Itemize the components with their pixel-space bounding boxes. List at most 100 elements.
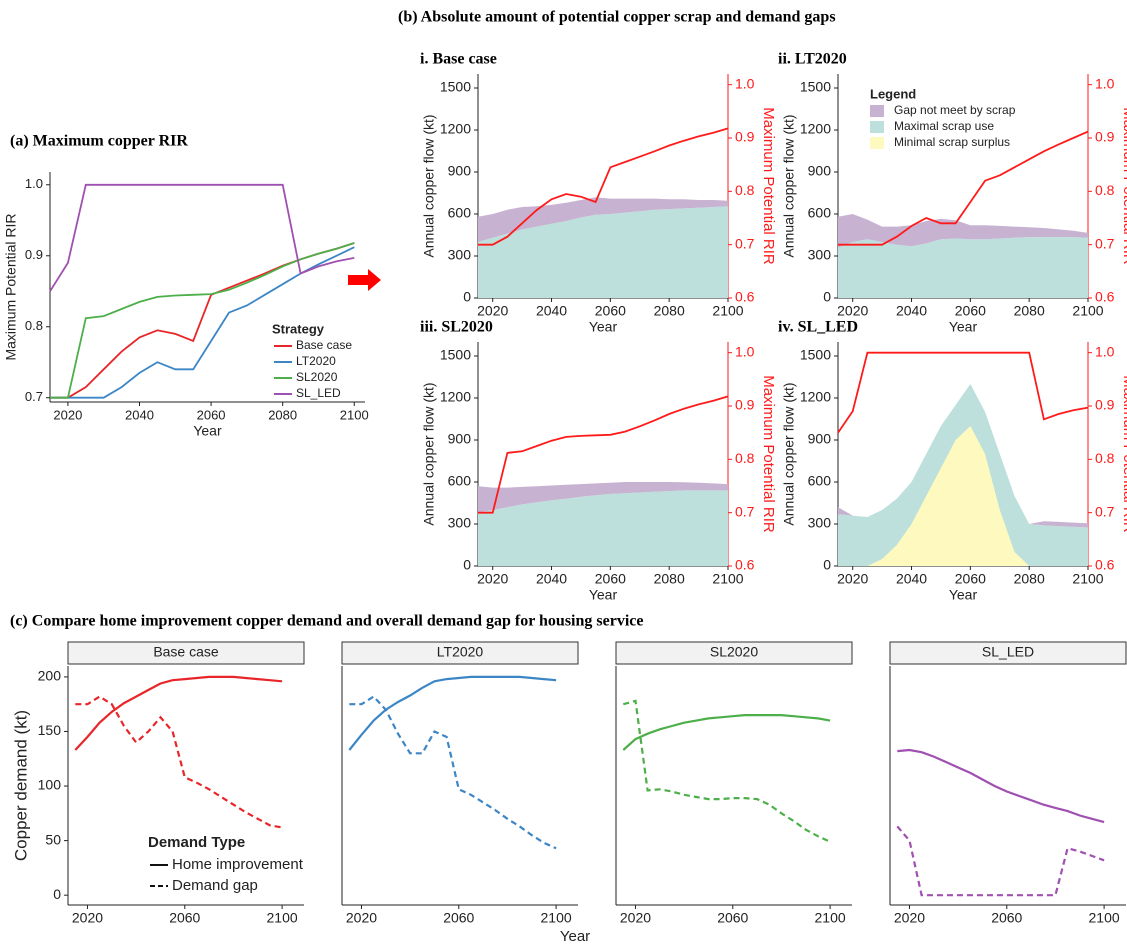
- x-axis-label: Year: [589, 587, 618, 603]
- x-tick-label: 2020: [346, 910, 377, 926]
- x-axis-label: Year: [560, 928, 590, 945]
- legend-swatch: [870, 105, 884, 117]
- legend-label: SL2020: [296, 370, 338, 384]
- line: [75, 695, 283, 829]
- x-axis-label: Year: [949, 319, 978, 335]
- facet-strip: [67, 641, 305, 665]
- y-tick-label: 1500: [440, 347, 471, 363]
- x-tick-label: 2080: [1014, 571, 1045, 587]
- y-tick-label: 1500: [440, 79, 471, 95]
- y-axis-label: Annual copper flow (kt): [781, 382, 797, 525]
- x-tick-label: 2020: [837, 303, 868, 319]
- x-tick-label: 2100: [340, 407, 369, 422]
- facet-title: Base case: [153, 644, 219, 660]
- x-tick-label: 2100: [1072, 571, 1103, 587]
- x-tick-label: 2020: [620, 910, 651, 926]
- y-axis-label: Annual copper flow (kt): [421, 382, 437, 525]
- y2-tick-label: 0.9: [1095, 129, 1115, 145]
- y-tick-label: 1200: [800, 389, 831, 405]
- area: [838, 214, 1088, 248]
- y-tick-label: 600: [808, 205, 832, 221]
- y-axis-label: Annual copper flow (kt): [781, 114, 797, 257]
- chart-title: ii. LT2020: [778, 51, 847, 68]
- line: [74, 675, 283, 751]
- x-axis-label: Year: [949, 587, 978, 603]
- y-tick-label: 600: [808, 473, 832, 489]
- line: [348, 675, 557, 751]
- y-tick-label: 1500: [800, 347, 831, 363]
- x-tick-label: 2020: [53, 407, 82, 422]
- legend-label: Demand gap: [172, 877, 258, 894]
- x-tick-label: 2020: [837, 571, 868, 587]
- area: [478, 490, 728, 566]
- legend-label: Base case: [296, 338, 352, 352]
- chart-title: i. Base case: [420, 51, 497, 68]
- x-tick-label: 2060: [991, 910, 1022, 926]
- x-tick-label: 2020: [72, 910, 103, 926]
- y-tick-label: 300: [808, 247, 832, 263]
- y-tick-label: 0: [463, 289, 471, 305]
- y-tick-label: 1200: [440, 389, 471, 405]
- y2-axis-label: Maximum Potential RIR: [760, 375, 777, 533]
- line: [623, 699, 831, 843]
- y2-tick-label: 1.0: [1095, 343, 1115, 359]
- y-axis-label: Annual copper flow (kt): [421, 114, 437, 257]
- facet-strip: [341, 641, 579, 665]
- line: [478, 127, 729, 246]
- x-tick-label: 2060: [197, 407, 226, 422]
- y2-tick-label: 0.8: [1095, 450, 1115, 466]
- y2-tick-label: 0.8: [735, 182, 755, 198]
- legend-label: Minimal scrap surplus: [894, 135, 1010, 149]
- y2-tick-label: 0.7: [1095, 235, 1115, 251]
- y-axis-label: Copper demand (kt): [11, 710, 30, 861]
- y-tick-label: 900: [808, 431, 832, 447]
- y2-tick-label: 0.8: [1095, 182, 1115, 198]
- x-tick-label: 2100: [1072, 303, 1103, 319]
- line: [478, 395, 729, 514]
- x-tick-label: 2020: [894, 910, 925, 926]
- x-tick-label: 2100: [712, 303, 743, 319]
- y-tick-label: 300: [448, 515, 472, 531]
- legend-label: LT2020: [296, 354, 336, 368]
- x-tick-label: 2060: [717, 910, 748, 926]
- x-tick-label: 2080: [268, 407, 297, 422]
- chart-title: iv. SL_LED: [778, 319, 858, 336]
- x-axis-label: Year: [193, 423, 222, 439]
- chart-title: iii. SL2020: [420, 319, 493, 336]
- x-tick-label: 2020: [477, 571, 508, 587]
- arrow: [348, 269, 381, 291]
- legend-label: Maximal scrap use: [894, 119, 994, 133]
- y-tick-label: 300: [448, 247, 472, 263]
- y-tick-label: 200: [38, 668, 62, 684]
- x-tick-label: 2080: [654, 303, 685, 319]
- x-tick-label: 2100: [1089, 910, 1120, 926]
- area: [478, 206, 728, 298]
- area: [838, 237, 1088, 298]
- line: [622, 714, 831, 751]
- legend-swatch: [870, 121, 884, 133]
- section-c-title: (c) Compare home improvement copper dema…: [10, 613, 643, 630]
- y-tick-label: 1500: [800, 79, 831, 95]
- line: [349, 695, 557, 850]
- facet-title: SL2020: [710, 644, 758, 660]
- x-tick-label: 2060: [443, 910, 474, 926]
- y-tick-label: 0: [463, 557, 471, 573]
- y-tick-label: 0: [53, 886, 61, 902]
- x-tick-label: 2100: [541, 910, 572, 926]
- area: [478, 482, 728, 513]
- facet-title: LT2020: [437, 644, 484, 660]
- y-tick-label: 600: [448, 205, 472, 221]
- x-tick-label: 2040: [896, 571, 927, 587]
- y2-tick-label: 0.7: [735, 503, 755, 519]
- x-tick-label: 2060: [595, 571, 626, 587]
- y2-tick-label: 0.7: [735, 235, 755, 251]
- x-axis-label: Year: [589, 319, 618, 335]
- x-tick-label: 2040: [896, 303, 927, 319]
- x-tick-label: 2060: [169, 910, 200, 926]
- y2-tick-label: 0.6: [735, 557, 755, 573]
- x-tick-label: 2060: [595, 303, 626, 319]
- x-tick-label: 2060: [955, 571, 986, 587]
- y-tick-label: 900: [448, 163, 472, 179]
- facet-strip: [889, 641, 1127, 665]
